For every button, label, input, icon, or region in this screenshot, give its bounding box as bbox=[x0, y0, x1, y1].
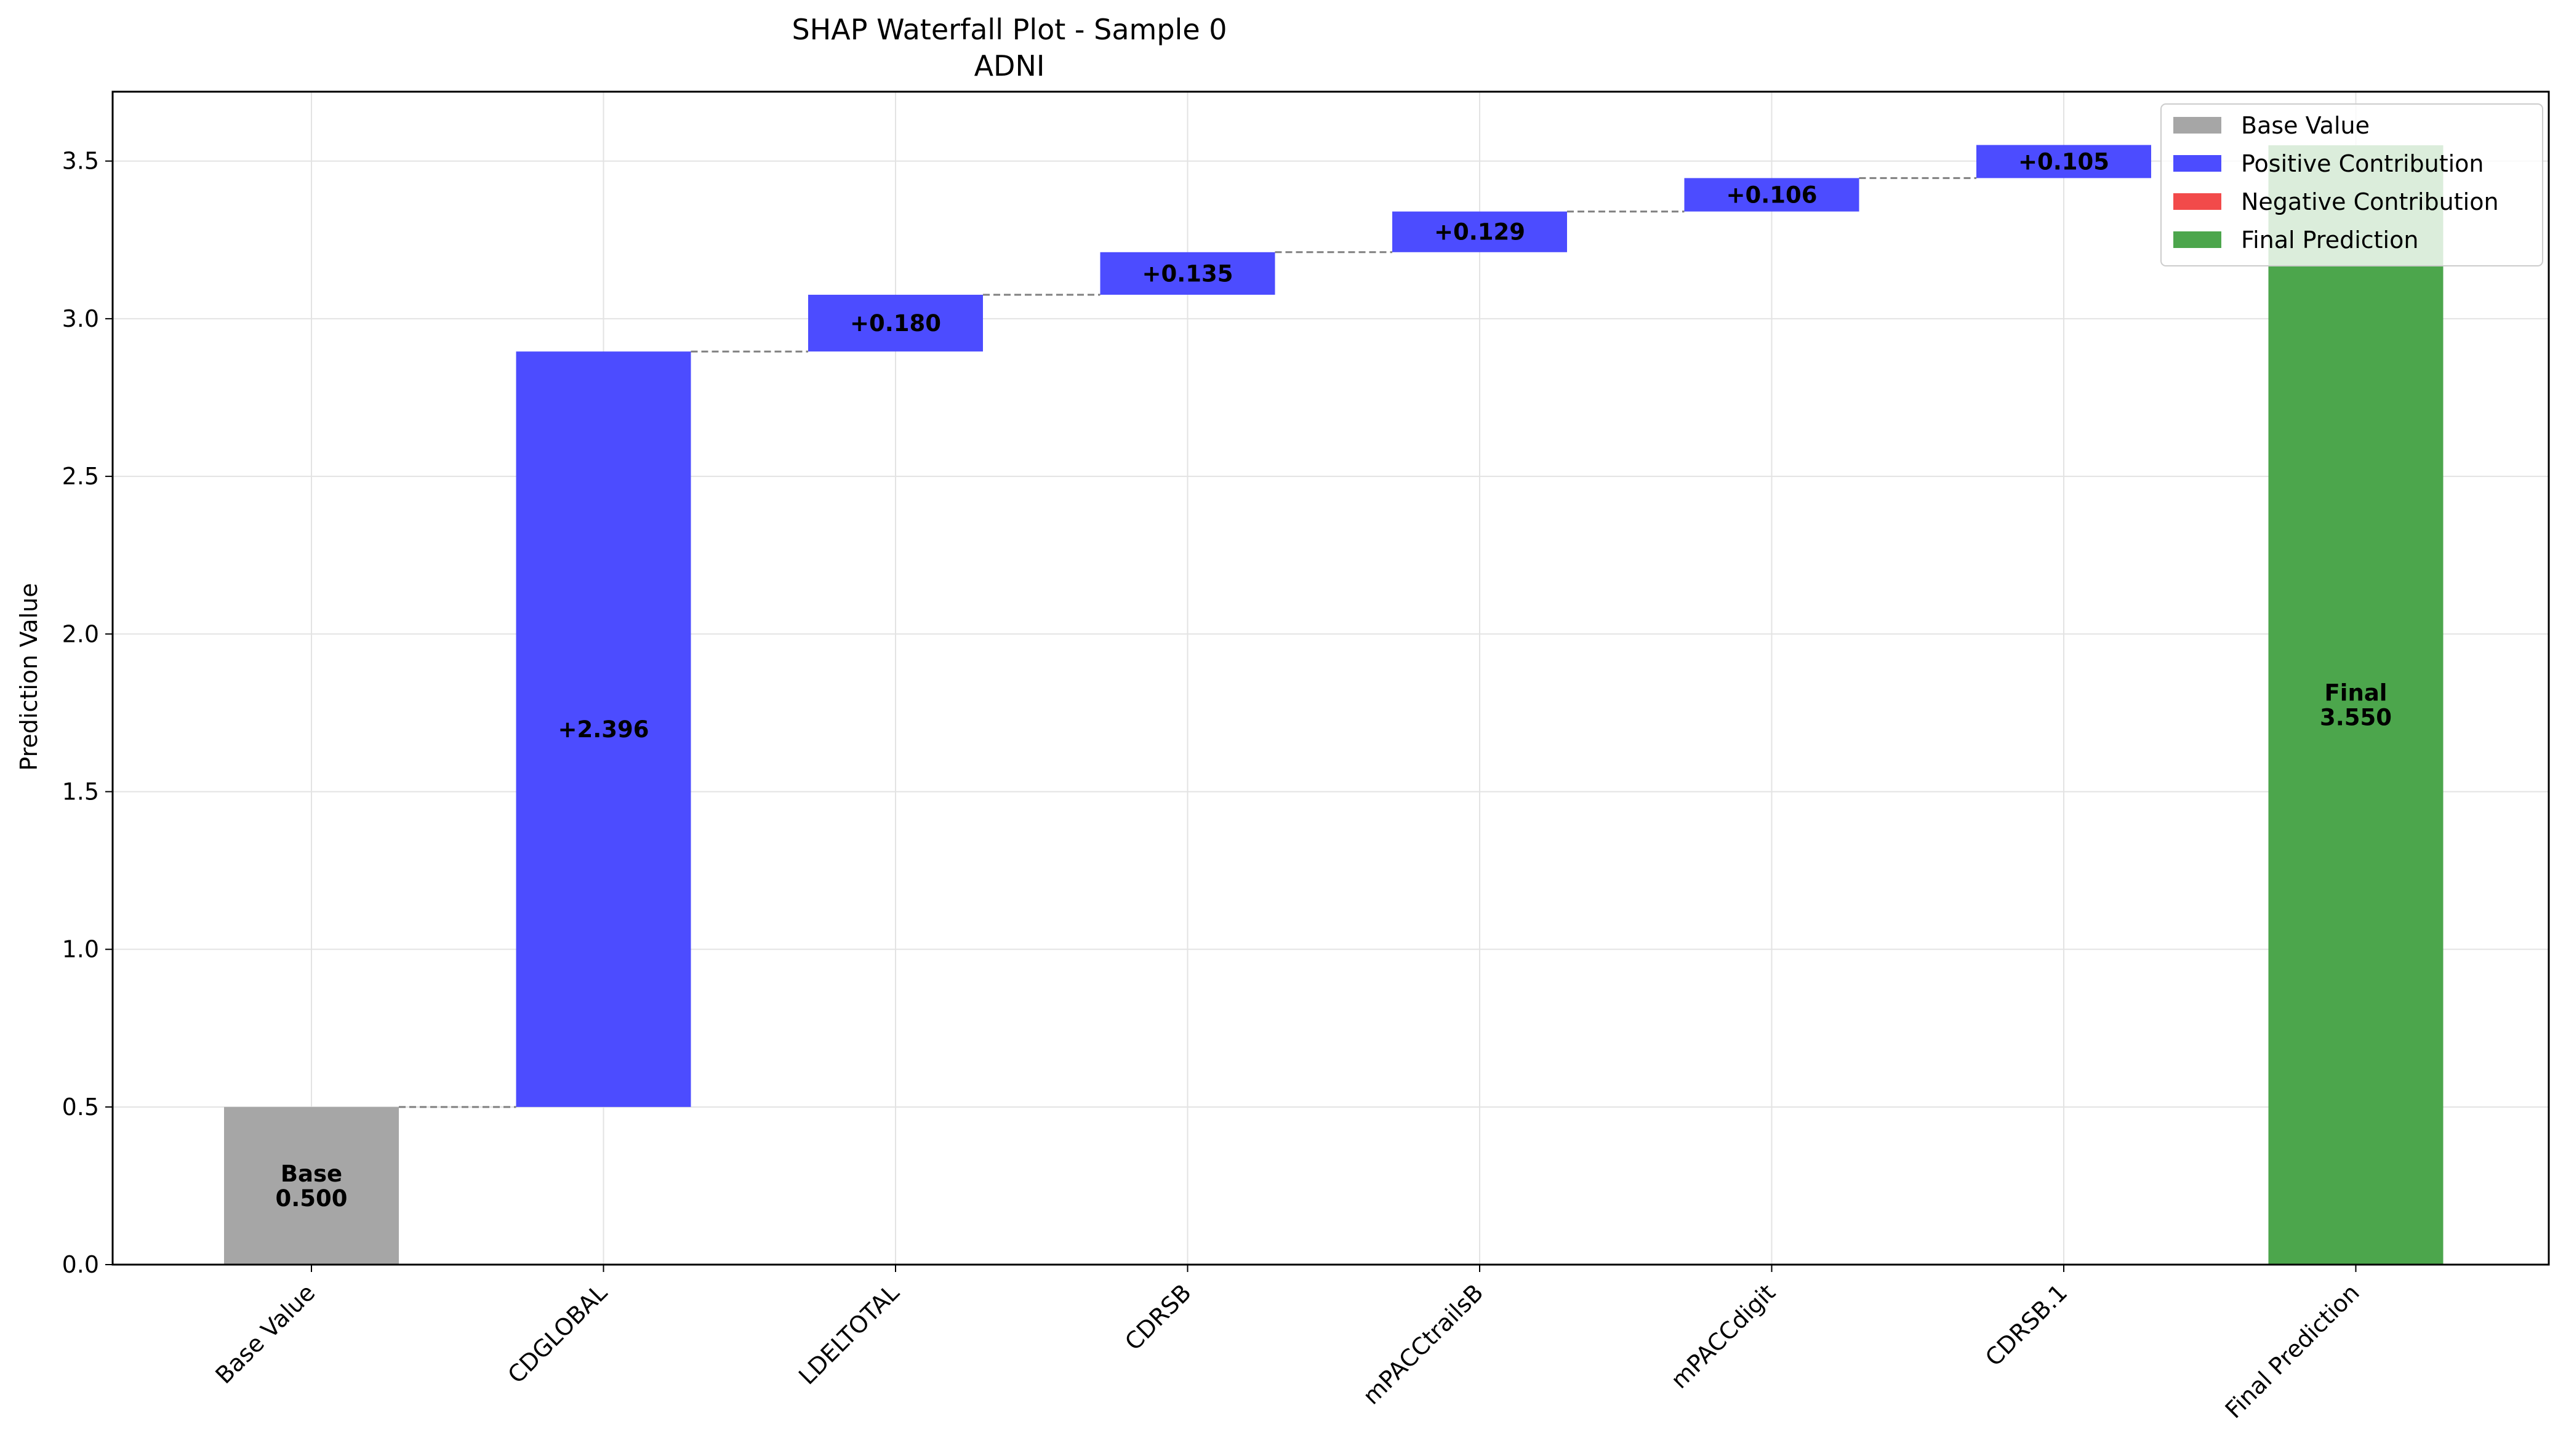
bar-cdrsb bbox=[1100, 252, 1275, 295]
y-tick-label: 1.0 bbox=[62, 936, 99, 963]
bar-value-label: +0.105 bbox=[2018, 148, 2109, 175]
y-tick-label: 0.5 bbox=[62, 1094, 99, 1121]
bar-value-label: +2.396 bbox=[558, 716, 649, 743]
bar-value-label: +0.180 bbox=[850, 310, 941, 337]
bar-value-label: Final bbox=[2325, 680, 2388, 706]
x-tick-label: LDELTOTAL bbox=[793, 1279, 904, 1390]
plot-area-frame bbox=[111, 90, 2550, 1266]
bar-value-label: +0.129 bbox=[1434, 219, 1525, 246]
bar-final-prediction bbox=[2268, 145, 2444, 1265]
chart-title: SHAP Waterfall Plot - Sample 0 bbox=[792, 13, 1227, 46]
y-tick-label: 2.0 bbox=[62, 620, 99, 647]
legend-box bbox=[2160, 103, 2543, 266]
bar-value-label: Base bbox=[281, 1161, 342, 1187]
x-tick-label: CDRSB.1 bbox=[1980, 1279, 2072, 1371]
legend-swatch bbox=[2173, 155, 2221, 172]
y-tick-label: 3.5 bbox=[62, 148, 99, 175]
x-tick-label: CDRSB bbox=[1120, 1279, 1197, 1356]
legend-label: Positive Contribution bbox=[2241, 150, 2484, 177]
y-tick-label: 2.5 bbox=[62, 463, 99, 490]
legend-label: Final Prediction bbox=[2241, 226, 2418, 254]
chart-subtitle: ADNI bbox=[974, 49, 1045, 82]
bar-value-label: 0.500 bbox=[275, 1185, 347, 1212]
x-tick-label: Base Value bbox=[210, 1279, 320, 1389]
bar-value-label: 3.550 bbox=[2320, 705, 2392, 731]
bar-base-value bbox=[224, 1106, 399, 1265]
y-tick-label: 3.0 bbox=[62, 305, 99, 332]
legend: Base Value Positive Contribution Negative … bbox=[2160, 103, 2543, 266]
legend-swatch bbox=[2173, 231, 2221, 248]
x-tick-label: mPACCtrailsB bbox=[1358, 1279, 1489, 1410]
y-tick-label: 0.0 bbox=[62, 1251, 99, 1278]
legend-label: Base Value bbox=[2241, 112, 2370, 139]
bar-ldeltotal bbox=[808, 294, 983, 352]
legend-label: Negative Contribution bbox=[2241, 188, 2499, 215]
x-tick-label: CDGLOBAL bbox=[503, 1279, 612, 1388]
y-tick-label: 1.5 bbox=[62, 778, 99, 805]
bar-mpaccdigit bbox=[1684, 178, 1859, 212]
x-tick-label: Final Prediction bbox=[2220, 1279, 2365, 1423]
bar-cdrsb-1 bbox=[1976, 145, 2151, 178]
x-tick-label: mPACCdigit bbox=[1666, 1279, 1781, 1394]
bar-value-label: +0.135 bbox=[1142, 260, 1233, 287]
bar-value-label: +0.106 bbox=[1726, 182, 1817, 209]
legend-swatch bbox=[2173, 193, 2221, 210]
bar-mpacctrailsb bbox=[1392, 211, 1567, 252]
legend-swatch bbox=[2173, 117, 2221, 134]
bar-cdglobal bbox=[516, 351, 691, 1107]
y-axis-label: Prediction Value bbox=[15, 583, 42, 770]
